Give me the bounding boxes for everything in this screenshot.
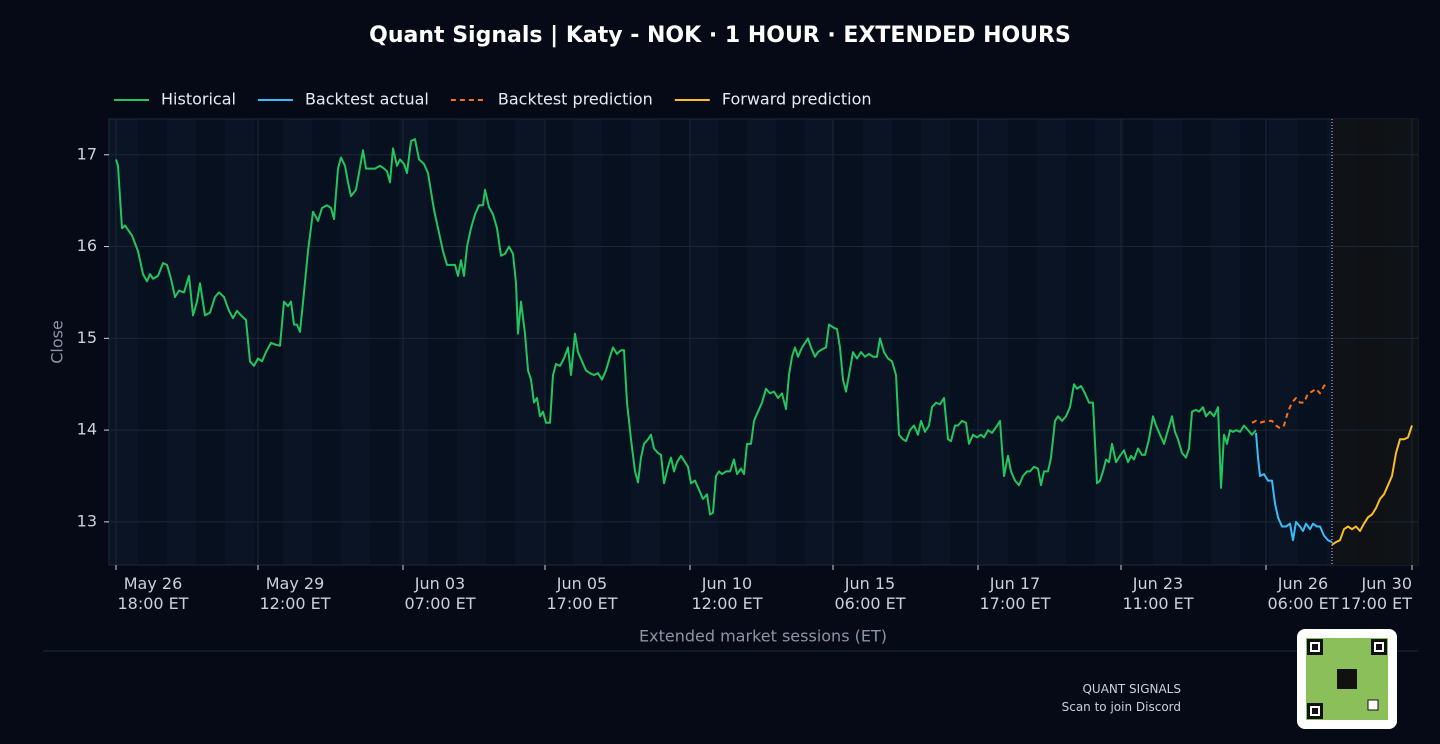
x-tick-label: May 26 18:00 ET: [117, 574, 189, 613]
x-tick-label: Jun 17 17:00 ET: [979, 574, 1051, 613]
y-tick-label: 13: [77, 511, 97, 530]
legend-item: Backtest actual: [257, 90, 429, 109]
x-tick-label: Jun 26 06:00 ET: [1267, 574, 1339, 613]
legend-label: Backtest actual: [305, 90, 429, 109]
y-tick-label: 17: [77, 144, 97, 163]
x-tick-label: May 29 12:00 ET: [259, 574, 331, 613]
legend-item: Forward prediction: [674, 90, 872, 109]
chart-title: Quant Signals | Katy - NOK · 1 HOUR · EX…: [369, 23, 1071, 48]
legend-label: Forward prediction: [722, 90, 872, 109]
x-tick-label: Jun 30 17:00 ET: [1340, 574, 1412, 613]
legend-item: Historical: [114, 90, 236, 109]
series-line: [1331, 425, 1413, 546]
legend-label: Historical: [161, 90, 236, 109]
x-tick-label: Jun 15 06:00 ET: [834, 574, 906, 613]
x-axis-label: Extended market sessions (ET): [639, 627, 887, 646]
plot-area: [108, 118, 1419, 566]
footer-cta: Scan to join Discord: [1061, 700, 1181, 714]
y-tick-label: 15: [77, 328, 97, 347]
legend-label: Backtest prediction: [498, 90, 653, 109]
y-axis-label: Close: [48, 320, 67, 364]
series-line: [1255, 432, 1333, 544]
y-tick-label: 16: [77, 236, 97, 255]
qr-code: [1297, 629, 1397, 729]
x-tick-label: Jun 03 07:00 ET: [404, 574, 476, 613]
x-tick-label: Jun 10 12:00 ET: [691, 574, 763, 613]
y-tick-label: 14: [77, 420, 97, 439]
series-line: [115, 138, 1257, 516]
x-tick-label: Jun 23 11:00 ET: [1122, 574, 1194, 613]
legend-item: Backtest prediction: [450, 90, 653, 109]
footer-brand: QUANT SIGNALS: [1082, 682, 1181, 696]
forecast-region: [1332, 119, 1418, 565]
x-tick-label: Jun 05 17:00 ET: [546, 574, 618, 613]
